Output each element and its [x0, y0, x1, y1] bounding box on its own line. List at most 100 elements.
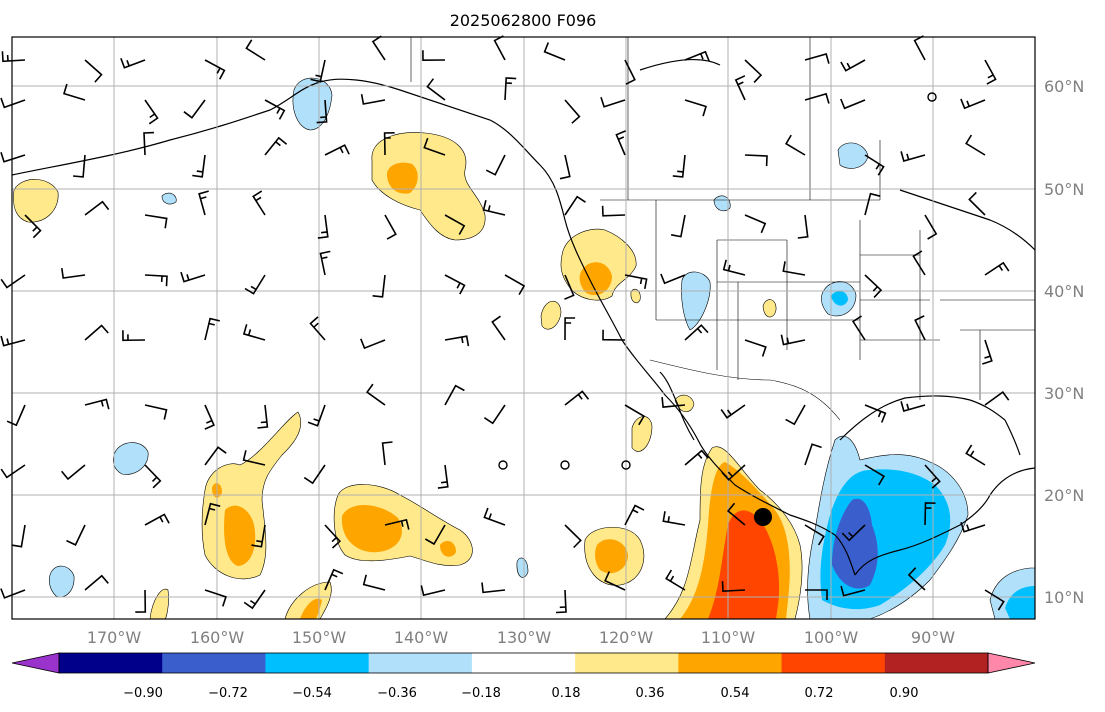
wind-barb — [381, 441, 393, 466]
wind-barb — [555, 589, 567, 614]
colorbar-tick-label: 0.54 — [721, 686, 750, 701]
wind-barb — [242, 450, 266, 466]
wind-barb — [6, 404, 26, 427]
wind-barb — [726, 502, 746, 526]
wind-barb — [797, 214, 809, 239]
lat-label: 30°N — [1044, 384, 1084, 403]
lon-label: 100°W — [804, 628, 859, 647]
lat-label: 20°N — [1044, 486, 1084, 505]
wind-barb — [780, 334, 806, 346]
wind-barb — [11, 524, 26, 548]
wind-barb — [912, 250, 926, 276]
wind-barb — [864, 274, 883, 298]
wind-barb — [383, 132, 395, 156]
wind-barb — [204, 59, 226, 80]
wind-barb — [24, 214, 42, 239]
wind-barb — [965, 134, 986, 156]
colorbar-extend-min — [11, 652, 60, 674]
wind-barb — [144, 214, 168, 229]
wind-barb — [785, 134, 806, 156]
wind-barb — [0, 151, 26, 163]
wind-barb — [744, 339, 767, 357]
colorbar — [11, 652, 1036, 674]
wind-barb — [907, 567, 926, 591]
wind-barb — [984, 589, 1005, 611]
wind-barb — [721, 464, 746, 481]
wind-barb — [624, 404, 645, 426]
wind-barb — [245, 39, 266, 61]
wind-barb — [984, 59, 997, 85]
wind-barb — [73, 154, 86, 178]
wind-barb — [198, 190, 209, 216]
wind-barb — [66, 524, 86, 546]
wind-barb — [483, 507, 506, 526]
wind-barb — [257, 404, 269, 429]
wind-barb — [307, 404, 326, 427]
colorbar-outline — [58, 652, 989, 674]
lon-label: 90°W — [911, 628, 955, 647]
wind-barb — [720, 404, 746, 419]
wind-barb — [684, 324, 709, 341]
wind-barb — [384, 214, 397, 240]
latitude-axis: 60°N 50°N 40°N 30°N 20°N 10°N — [1044, 77, 1084, 607]
wind-barb — [180, 271, 206, 283]
wind-barb — [900, 401, 926, 412]
wind-barb — [423, 137, 446, 156]
longitude-axis: 170°W 160°W 150°W 140°W 130°W 120°W 110°… — [87, 628, 955, 647]
wind-barb — [437, 464, 449, 489]
wind-barb — [0, 97, 26, 109]
wind-barb — [624, 274, 648, 290]
lat-label: 60°N — [1044, 77, 1084, 96]
wind-barb — [316, 99, 328, 124]
wind-barb — [324, 524, 342, 549]
wind-barb — [564, 524, 582, 549]
map-frame — [11, 36, 1036, 620]
colorbar-segment — [575, 653, 679, 673]
colorbar-tick-label: 0.18 — [552, 686, 581, 701]
wind-barb — [984, 390, 1010, 406]
wind-barb — [504, 274, 526, 295]
wind-barb — [744, 154, 768, 167]
lon-label: 140°W — [394, 628, 449, 647]
wind-barb — [864, 404, 887, 423]
positive-anomaly-fills — [13, 132, 803, 620]
wind-barb — [372, 274, 386, 298]
colorbar-tick-label: 0.72 — [805, 686, 834, 701]
wind-barb — [684, 99, 707, 117]
wind-barb — [684, 449, 709, 466]
colorbar-segment — [162, 653, 266, 673]
wind-barb — [426, 78, 446, 101]
colorbar-tick-labels: −0.90 −0.72 −0.54 −0.36 −0.18 0.18 0.36 … — [123, 686, 918, 701]
wind-barb — [744, 59, 763, 83]
wind-barb — [734, 75, 746, 101]
wind-barb — [422, 50, 446, 62]
wind-barb — [310, 59, 326, 83]
wind-barb — [0, 335, 26, 347]
wind-barb — [661, 397, 686, 408]
wind-barb — [805, 589, 828, 600]
lon-label: 160°W — [190, 628, 245, 647]
wind-barb — [84, 200, 110, 216]
lat-label: 50°N — [1044, 180, 1084, 199]
wind-barb — [252, 190, 266, 216]
wind-barb — [670, 214, 686, 238]
wind-barb — [144, 513, 170, 526]
wind-barb — [360, 338, 386, 350]
wind-barb — [924, 214, 938, 240]
lon-label: 170°W — [87, 628, 142, 647]
wind-barb — [744, 214, 767, 234]
lon-label: 150°W — [292, 628, 347, 647]
wind-barb — [864, 192, 881, 216]
wind-barb — [672, 154, 686, 178]
wind-barb — [120, 58, 146, 69]
wind-barb — [264, 99, 286, 120]
wind-barb — [144, 274, 168, 287]
wind-barb — [84, 398, 110, 410]
wind-barb — [60, 464, 86, 481]
wind-barb — [924, 502, 936, 526]
wind-barb — [365, 383, 386, 406]
wind-barb — [144, 404, 168, 420]
colorbar-extend-max — [987, 652, 1036, 674]
wind-barb — [324, 144, 350, 156]
